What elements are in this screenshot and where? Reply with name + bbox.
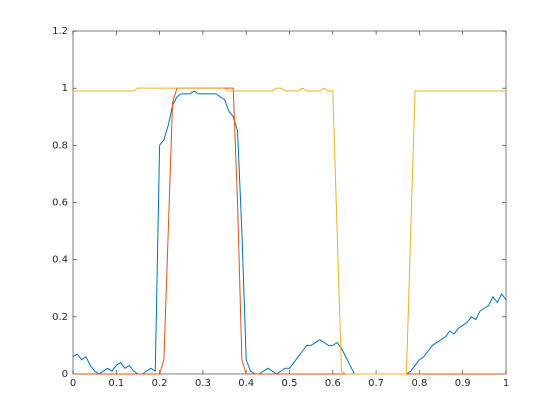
y-tick-label: 0.6 [52, 198, 68, 209]
x-tick-label: 0.8 [411, 378, 427, 389]
x-tick-label: 0.1 [108, 378, 124, 389]
x-tick-label: 0.3 [195, 378, 211, 389]
series-line [73, 87, 506, 375]
x-tick-label: 0.9 [455, 378, 471, 389]
y-tick-label: 1.2 [52, 26, 68, 37]
x-tick-label: 0.4 [238, 378, 254, 389]
series-line [72, 90, 507, 375]
y-tick-label: 0.2 [52, 312, 68, 323]
x-tick-label: 0.6 [325, 378, 341, 389]
x-tick-label: 1 [503, 378, 509, 389]
y-tick-label: 1 [62, 83, 68, 94]
y-tick-label: 0.8 [52, 140, 68, 151]
series-line [73, 87, 506, 375]
x-tick-label: 0.7 [368, 378, 384, 389]
plot-frame [72, 30, 507, 375]
x-tick-label: 0.5 [282, 378, 298, 389]
y-tick-label: 0.4 [52, 255, 68, 266]
y-tick-label: 0 [62, 369, 68, 380]
x-tick-label: 0.2 [152, 378, 168, 389]
x-tick-label: 0 [70, 378, 76, 389]
